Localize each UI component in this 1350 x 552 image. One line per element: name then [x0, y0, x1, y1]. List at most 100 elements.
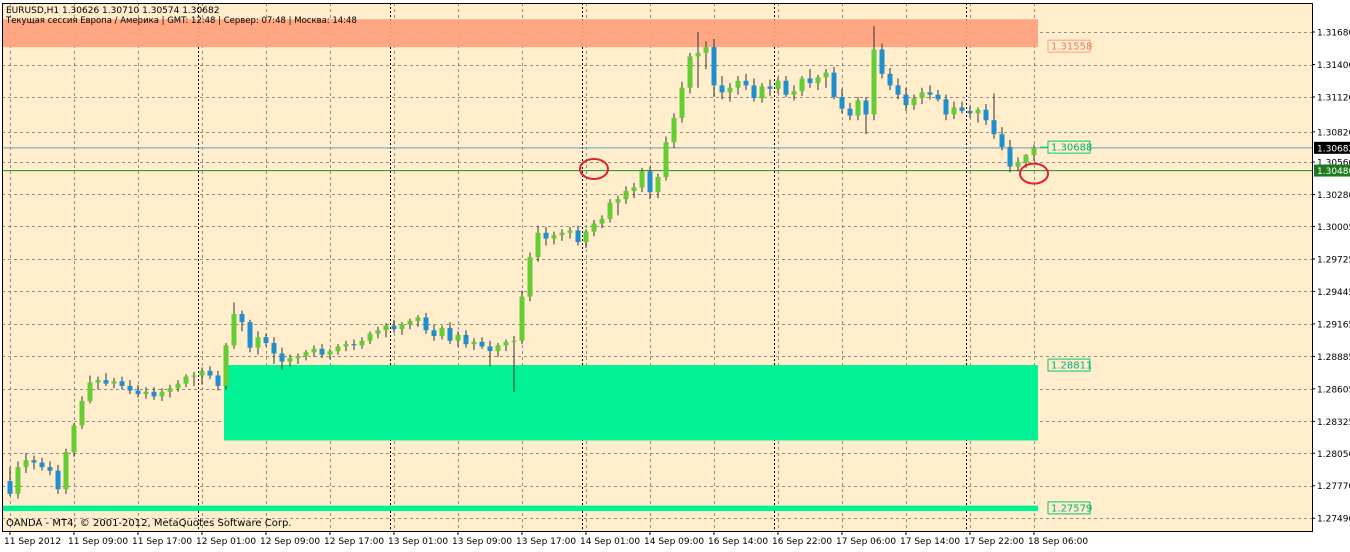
candle-bear [151, 391, 157, 397]
candle-bear [943, 99, 949, 115]
candle-bull [511, 340, 517, 342]
marker-circle [579, 157, 609, 180]
candle-bull [855, 100, 861, 116]
y-tick-label: 1.29165 [1317, 320, 1350, 330]
candle-bull [591, 223, 597, 232]
candle-bear [479, 341, 485, 347]
candle-bull [799, 78, 805, 92]
candle-bear [719, 85, 725, 93]
candle-bear [575, 230, 581, 243]
candle-bear [319, 348, 325, 355]
x-tick-label: 11 Sep 17:00 [132, 537, 192, 547]
candle-bull [871, 49, 877, 115]
candle-bull [663, 142, 669, 178]
candle-bear [807, 78, 813, 84]
candle-bull [287, 358, 293, 362]
candle-bull [759, 86, 765, 99]
candle-bull [727, 87, 733, 93]
bottom-level-label: 1.27579 [1051, 503, 1092, 514]
candle-bull [599, 218, 605, 224]
candle-bear [983, 109, 989, 121]
candle-bear [271, 343, 277, 354]
x-tick-label: 14 Sep 09:00 [644, 537, 704, 547]
candle-bear [991, 120, 997, 135]
session-info: Текущая сессия Европа / Америка | GMT: 1… [5, 16, 357, 26]
candle-bull [111, 381, 117, 384]
candle-bull [911, 98, 917, 106]
candle-bear [895, 85, 901, 95]
candle-bear [999, 134, 1005, 147]
candle-bull [399, 324, 405, 330]
current-level-label: 1.30688 [1051, 143, 1092, 154]
candle-bull [631, 187, 637, 191]
candle-bull [671, 117, 677, 143]
candle-bull [159, 391, 165, 397]
candle-bull [407, 320, 413, 325]
candle-bull [343, 344, 349, 347]
candle-bull [503, 341, 509, 346]
candle-bear [207, 370, 213, 376]
candle-bull [175, 383, 181, 389]
candle-bear [351, 344, 357, 346]
candle-bull [791, 91, 797, 95]
candle-bear [831, 72, 837, 97]
y-tick-label: 1.28325 [1317, 418, 1350, 428]
x-tick-label: 13 Sep 17:00 [516, 537, 576, 547]
plot-background [2, 3, 1312, 531]
candle-bull [359, 340, 365, 346]
x-axis: 11 Sep 2012 11 Sep 09:00 11 Sep 17:00 12 Se… [4, 531, 1088, 547]
candle-bull [199, 370, 205, 376]
candle-bear [935, 94, 941, 100]
candle-bull [735, 80, 741, 88]
y-tick-label: 1.29725 [1317, 255, 1350, 265]
candle-bear [39, 462, 45, 468]
supply-level-label-box [1047, 39, 1091, 53]
candle-bear [767, 86, 773, 89]
candle-bull [495, 345, 501, 352]
candle-bull [191, 375, 197, 377]
bottom-zone [2, 505, 1038, 512]
y-tick-label: 1.30820 [1317, 128, 1350, 138]
candle-bear [927, 92, 933, 95]
candle-bear [903, 94, 909, 106]
y-axis: 1.31680 1.31400 1.31120 1.30820 1.30560 1.302… [1312, 29, 1350, 525]
chart-symbol-header: EURUSD,H1 1.30626 1.30710 1.30574 1.3068… [6, 6, 219, 16]
candle-bear [751, 85, 757, 99]
x-tick-label: 13 Sep 01:00 [388, 537, 448, 547]
candle-bull [375, 330, 381, 334]
candle-bear [839, 96, 845, 109]
candle-bear [863, 100, 869, 115]
bid-price-box [1314, 141, 1350, 154]
candle-bear [391, 325, 397, 330]
bottom-level-label-box [1047, 501, 1091, 515]
candle-bear [431, 330, 437, 337]
demand-level-label: 1.28811 [1051, 361, 1092, 372]
candle-bear [887, 73, 893, 86]
candle-bull [295, 355, 301, 359]
candle-bear [879, 49, 885, 74]
candle-bear [543, 232, 549, 239]
y-tick-label: 1.27490 [1317, 515, 1350, 525]
candle-bear [239, 313, 245, 323]
candle-bull [471, 341, 477, 345]
candle-bull [559, 232, 565, 236]
y-tick-label: 1.31400 [1317, 61, 1350, 71]
candle-bull [551, 235, 557, 239]
x-tick-label: 16 Sep 22:00 [772, 537, 832, 547]
candle-bull [1031, 148, 1037, 156]
candle-bear [423, 317, 429, 331]
candle-bull [567, 230, 573, 233]
x-tick-label: 13 Sep 09:00 [452, 537, 512, 547]
candle-bull [327, 351, 333, 355]
candle-bull [687, 56, 693, 88]
candle-bull [695, 52, 701, 57]
candle-bull [951, 107, 957, 115]
x-tick-label: 16 Sep 14:00 [708, 537, 768, 547]
candle-bull [535, 232, 541, 258]
candle-bull [775, 80, 781, 89]
y-tick-label: 1.31680 [1317, 29, 1350, 39]
candle-bull [455, 334, 461, 341]
candle-bear [279, 353, 285, 362]
candle-bull [527, 257, 533, 297]
